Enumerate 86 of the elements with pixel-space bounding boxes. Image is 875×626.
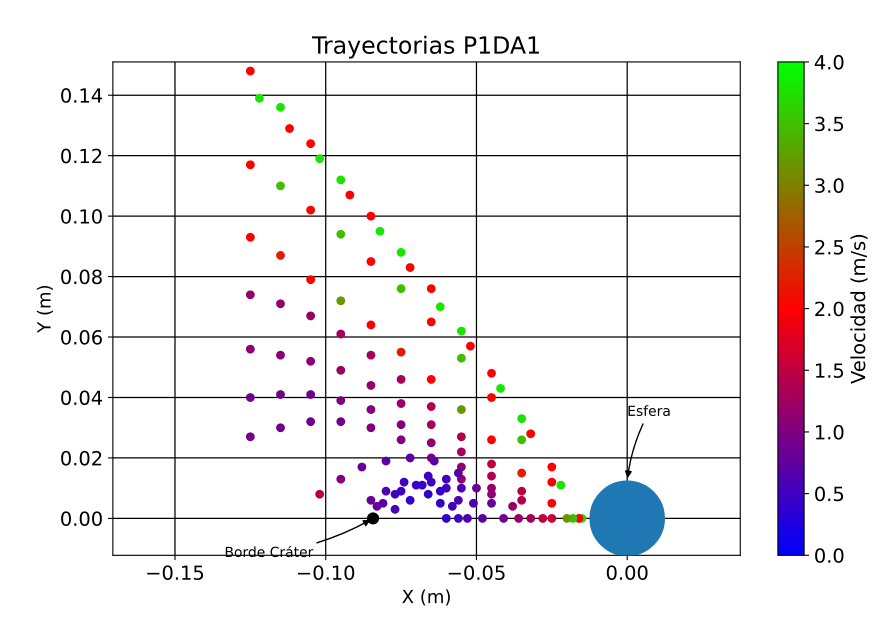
x-tick-label: 0.00 bbox=[606, 565, 648, 580]
color-bar-label: 1.5 bbox=[816, 363, 844, 378]
point bbox=[456, 484, 466, 493]
point bbox=[456, 405, 466, 414]
y-tick-label: 0.10 bbox=[61, 209, 102, 224]
point bbox=[436, 498, 445, 508]
color-bar-label: 1.0 bbox=[816, 424, 844, 440]
point bbox=[487, 435, 496, 444]
point bbox=[336, 330, 346, 338]
color-bar-label: 0.5 bbox=[815, 486, 844, 502]
point bbox=[562, 514, 572, 523]
annotation: Borde Cráter bbox=[226, 546, 314, 558]
point bbox=[396, 348, 406, 357]
x-axis-title: X (m) bbox=[402, 589, 450, 606]
point bbox=[276, 350, 285, 360]
point bbox=[426, 374, 436, 384]
point bbox=[306, 275, 316, 284]
point bbox=[487, 498, 496, 508]
point bbox=[456, 354, 466, 363]
point bbox=[382, 456, 390, 466]
point bbox=[246, 344, 255, 354]
point bbox=[406, 496, 415, 505]
point bbox=[517, 468, 526, 478]
y-tick-label: 0.04 bbox=[61, 390, 102, 406]
point bbox=[472, 484, 481, 493]
chart-title: Trayectorias P1DA1 bbox=[312, 36, 539, 59]
point bbox=[366, 496, 376, 505]
point bbox=[442, 514, 451, 523]
point bbox=[366, 405, 376, 414]
point bbox=[454, 468, 463, 478]
point bbox=[315, 490, 324, 499]
point bbox=[306, 417, 316, 426]
point bbox=[469, 498, 478, 508]
color-bar-label: 4.0 bbox=[814, 54, 844, 70]
point bbox=[246, 432, 255, 442]
y-tick-label: 0.08 bbox=[61, 270, 102, 284]
point bbox=[358, 462, 366, 472]
color-bar-label: 0.0 bbox=[815, 548, 844, 563]
y-tick-label: 0.00 bbox=[61, 511, 102, 526]
point bbox=[276, 423, 285, 432]
point bbox=[276, 251, 285, 260]
y-tick-label: 0.02 bbox=[61, 450, 102, 466]
x-tick-label: −0.10 bbox=[298, 565, 354, 580]
color-bar-title: Velocidad (m/s) bbox=[850, 234, 868, 384]
point bbox=[456, 432, 466, 442]
point bbox=[538, 514, 548, 523]
y-tick-label: 0.12 bbox=[61, 148, 102, 164]
y-tick-label: 0.06 bbox=[61, 330, 102, 345]
point bbox=[517, 435, 526, 444]
point bbox=[382, 486, 390, 496]
point bbox=[487, 472, 496, 480]
point bbox=[396, 284, 406, 294]
point bbox=[336, 396, 346, 405]
x-tick-label: −0.05 bbox=[448, 565, 505, 580]
annotation: Esfera bbox=[628, 405, 670, 416]
point bbox=[246, 232, 255, 242]
point bbox=[336, 296, 346, 306]
point bbox=[454, 514, 463, 523]
point bbox=[547, 498, 556, 508]
point bbox=[276, 182, 285, 190]
point bbox=[366, 320, 376, 330]
point bbox=[366, 350, 376, 360]
point bbox=[366, 512, 380, 524]
point bbox=[306, 356, 316, 366]
point bbox=[336, 230, 346, 239]
point bbox=[396, 374, 406, 384]
point bbox=[517, 496, 526, 505]
point bbox=[396, 420, 406, 430]
y-tick-label: 0.14 bbox=[61, 88, 102, 103]
color-bar-label: 3.5 bbox=[815, 116, 844, 132]
color-bar-label: 2.5 bbox=[815, 240, 844, 255]
point bbox=[396, 486, 406, 496]
point bbox=[517, 486, 526, 496]
color-bar-label: 3.0 bbox=[815, 178, 844, 193]
point bbox=[426, 478, 436, 487]
point bbox=[426, 402, 436, 411]
point bbox=[424, 490, 433, 499]
point bbox=[448, 502, 457, 511]
point bbox=[487, 460, 496, 468]
point bbox=[336, 417, 346, 426]
x-tick-label: −0.15 bbox=[147, 565, 204, 580]
point bbox=[547, 514, 556, 523]
color-bar-label: 2.0 bbox=[815, 302, 844, 316]
y-axis-title: Y (m) bbox=[36, 286, 53, 333]
point bbox=[406, 454, 415, 462]
point bbox=[430, 456, 439, 466]
